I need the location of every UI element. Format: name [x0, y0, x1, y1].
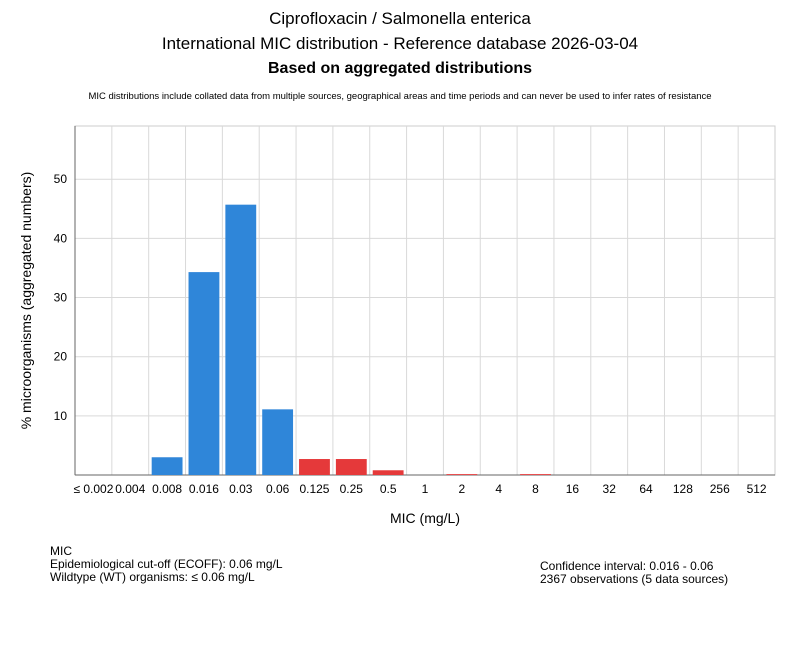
- x-tick-label: 32: [603, 482, 617, 496]
- chart-title: Ciprofloxacin / Salmonella enterica: [269, 9, 531, 28]
- x-tick-label: 16: [566, 482, 580, 496]
- x-tick-label: 256: [710, 482, 730, 496]
- x-tick-label: 0.125: [299, 482, 329, 496]
- footer-stats: Confidence interval: 0.016 - 0.06 2367 o…: [540, 560, 728, 586]
- x-axis-label: MIC (mg/L): [390, 510, 460, 526]
- x-tick-label: 64: [639, 482, 653, 496]
- x-tick-label: 8: [532, 482, 539, 496]
- footer-heading: MIC: [50, 544, 72, 558]
- bar-0.03: [225, 204, 257, 475]
- bar-0.25: [335, 459, 367, 475]
- bar-0.008: [151, 457, 183, 475]
- x-tick-label: 2: [458, 482, 465, 496]
- y-tick-label: 20: [54, 350, 68, 364]
- y-tick-label: 30: [54, 291, 68, 305]
- x-tick-label: ≤ 0.002: [73, 482, 113, 496]
- footer-wildtype: Wildtype (WT) organisms: ≤ 0.06 mg/L: [50, 570, 255, 584]
- x-tick-label: 0.016: [189, 482, 219, 496]
- y-axis-label: % microorganisms (aggregated numbers): [18, 172, 34, 430]
- y-tick-label: 50: [54, 172, 68, 186]
- chart-subtitle-bold: Based on aggregated distributions: [267, 60, 533, 77]
- x-tick-label: 512: [747, 482, 767, 496]
- bar-0.016: [188, 272, 220, 475]
- x-tick-label: 0.004: [115, 482, 145, 496]
- bar-0.06: [262, 409, 294, 475]
- y-tick-label: 10: [54, 409, 68, 423]
- plot-area: [74, 125, 776, 476]
- bar-2: [446, 474, 478, 475]
- disclaimer-text: MIC distributions include collated data …: [88, 91, 712, 102]
- footer-ecoff: Epidemiological cut-off (ECOFF): 0.06 mg…: [50, 557, 283, 571]
- x-tick-label: 0.5: [380, 482, 397, 496]
- x-tick-label: 0.25: [340, 482, 364, 496]
- y-tick-label: 40: [54, 231, 68, 245]
- footer-observations: 2367 observations (5 data sources): [540, 572, 729, 586]
- footer-confidence-interval: Confidence interval: 0.016 - 0.06: [540, 559, 714, 573]
- x-tick-label: 0.008: [152, 482, 182, 496]
- bar-8: [520, 474, 551, 475]
- chart-subtitle: International MIC distribution - Referen…: [161, 34, 639, 53]
- x-tick-label: 0.03: [229, 482, 253, 496]
- x-tick-label: 4: [495, 482, 502, 496]
- x-tick-label: 128: [673, 482, 693, 496]
- x-tick-label: 1: [422, 482, 429, 496]
- x-tick-label: 0.06: [266, 482, 290, 496]
- bar-0.5: [372, 470, 404, 475]
- bar-0.125: [299, 459, 330, 475]
- mic-distribution-chart: 10 20 30 40 50 ≤ 0.002 0.004 0.008 0.016 0.03 0.06…: [18, 125, 776, 526]
- footer-mic-info: MIC Epidemiological cut-off (ECOFF): 0.0…: [50, 545, 283, 584]
